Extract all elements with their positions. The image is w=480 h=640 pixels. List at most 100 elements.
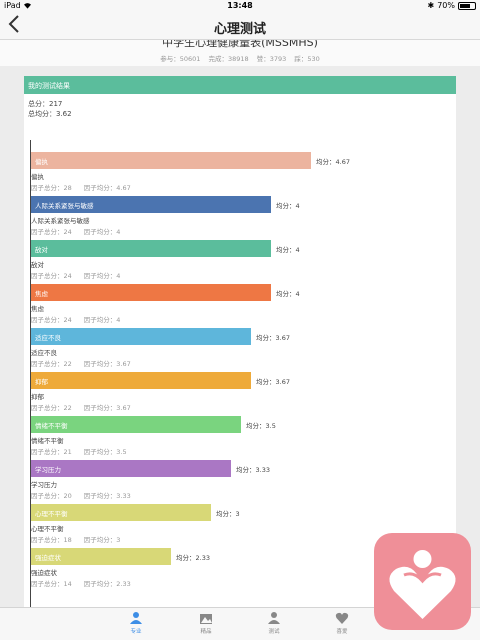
factor-total: 因子总分：21 — [31, 448, 78, 456]
average-value: 3.67 — [275, 378, 290, 386]
factor-row: 学习压力 均分：3.33 学习压力 因子总分：20 因子均分：3.33 — [24, 460, 456, 506]
factor-avg-prefix: 因子均分： — [83, 404, 117, 412]
factor-bar: 敌对 — [31, 240, 271, 257]
factor-total-value: 22 — [63, 404, 72, 412]
factor-total-prefix: 因子总分： — [31, 184, 64, 192]
tab-label: 喜爱 — [336, 629, 348, 635]
factor-average: 因子均分：4.67 — [84, 184, 137, 192]
bar-label: 学习压力 — [35, 466, 61, 474]
factor-detail: 因子总分：24 因子均分：4 — [31, 314, 132, 324]
factor-avg-value: 3 — [116, 536, 121, 544]
factor-avg-prefix: 因子均分： — [83, 536, 117, 544]
factor-detail: 因子总分：22 因子均分：3.67 — [31, 358, 143, 368]
factor-detail: 因子总分：24 因子均分：4 — [31, 226, 132, 236]
factor-total-value: 22 — [63, 360, 72, 368]
factor-average: 因子均分：4 — [84, 272, 127, 280]
factor-avg-prefix: 因子均分： — [83, 316, 117, 324]
bar-label: 抑郁 — [35, 378, 48, 386]
factor-row: 敌对 均分：4 敌对 因子总分：24 因子均分：4 — [24, 240, 456, 286]
bar-label: 情绪不平衡 — [35, 422, 68, 430]
average-value: 3.5 — [265, 422, 276, 430]
floating-heart-button[interactable] — [374, 533, 471, 630]
average-label: 均分：3.5 — [246, 420, 276, 430]
factor-total: 因子总分：28 — [31, 184, 78, 192]
average-prefix: 均分： — [216, 510, 236, 518]
test-stats: 参与：50601 完成：38918 赞：3793 踩：530 — [0, 53, 480, 63]
factor-detail: 因子总分：20 因子均分：3.33 — [31, 490, 143, 500]
tab-featured[interactable]: 精品 — [186, 611, 226, 639]
factor-total: 因子总分：24 — [31, 272, 78, 280]
stat-likes: 赞：3793 — [256, 55, 287, 63]
tab-professional[interactable]: 专业 — [116, 611, 156, 639]
tab-label: 专业 — [130, 629, 142, 635]
factor-total-prefix: 因子总分： — [31, 580, 64, 588]
average-label: 均分：3.33 — [236, 464, 270, 474]
factor-total-value: 24 — [63, 316, 72, 324]
factor-bar: 适应不良 — [31, 328, 251, 345]
factor-total-value: 24 — [63, 272, 72, 280]
average-value: 4 — [295, 290, 300, 298]
factor-average: 因子均分：4 — [84, 316, 127, 324]
factor-avg-prefix: 因子均分： — [83, 492, 117, 500]
bluetooth-icon: ✱ — [427, 1, 435, 10]
factor-detail: 因子总分：28 因子均分：4.67 — [31, 182, 143, 192]
factor-row: 强迫症状 均分：2.33 强迫症状 因子总分：14 因子均分：2.33 — [24, 548, 456, 594]
battery-icon — [458, 1, 476, 10]
chart-axis — [30, 140, 31, 616]
factor-name: 焦虑 — [31, 305, 44, 313]
tab-label: 测试 — [268, 629, 280, 635]
factor-avg-prefix: 因子均分： — [83, 272, 117, 280]
stat-participants: 参与：50601 — [160, 55, 201, 63]
result-card: 我的测试结果 总分：217 总均分：3.62 偏执 均分：4.67 偏执 因子总分：2… — [24, 76, 456, 616]
factor-bar: 心理不平衡 — [31, 504, 211, 521]
factor-detail: 因子总分：24 因子均分：4 — [31, 270, 132, 280]
factor-average: 因子均分：3.5 — [84, 448, 133, 456]
factor-name: 心理不平衡 — [31, 525, 64, 533]
factor-name: 强迫症状 — [31, 569, 57, 577]
status-time: 13:48 — [227, 1, 253, 10]
factor-total: 因子总分：22 — [31, 404, 78, 412]
average-prefix: 均分： — [256, 334, 276, 342]
factor-avg-value: 4 — [116, 316, 121, 324]
average-prefix: 均分： — [276, 290, 296, 298]
factor-total-value: 14 — [63, 580, 72, 588]
average-value: 3 — [235, 510, 240, 518]
factor-detail: 因子总分：18 因子均分：3 — [31, 534, 132, 544]
bar-label: 强迫症状 — [35, 554, 61, 562]
factor-total: 因子总分：18 — [31, 536, 78, 544]
factor-avg-prefix: 因子均分： — [83, 228, 117, 236]
tab-favorites[interactable]: 喜爱 — [322, 611, 362, 639]
back-button[interactable] — [8, 14, 26, 38]
bar-label: 心理不平衡 — [35, 510, 68, 518]
factor-bar: 抑郁 — [31, 372, 251, 389]
factor-bar: 人际关系紧张与敏感 — [31, 196, 271, 213]
average-value: 2.33 — [195, 554, 210, 562]
status-right: ✱ 70% — [428, 1, 476, 10]
factor-bar: 学习压力 — [31, 460, 231, 477]
factor-bar: 偏执 — [31, 152, 311, 169]
factor-bar: 强迫症状 — [31, 548, 171, 565]
average-label: 均分：4 — [276, 200, 300, 210]
factor-total-prefix: 因子总分： — [31, 360, 64, 368]
average-prefix: 均分： — [276, 202, 296, 210]
factor-total-prefix: 因子总分： — [31, 536, 64, 544]
factor-total-prefix: 因子总分： — [31, 492, 64, 500]
factor-row: 心理不平衡 均分：3 心理不平衡 因子总分：18 因子均分：3 — [24, 504, 456, 550]
average-label: 均分：3.67 — [256, 376, 290, 386]
average-label: 均分：3.67 — [256, 332, 290, 342]
scenery-icon — [200, 614, 212, 624]
tab-test[interactable]: 测试 — [254, 611, 294, 639]
average-prefix: 均分： — [256, 378, 276, 386]
factor-total-prefix: 因子总分： — [31, 228, 64, 236]
factor-avg-prefix: 因子均分： — [83, 184, 117, 192]
battery-percent: 70% — [437, 1, 455, 10]
status-left: iPad — [4, 1, 32, 10]
device-name: iPad — [4, 1, 21, 10]
factor-total: 因子总分：24 — [31, 228, 78, 236]
average-prefix: 均分： — [316, 158, 336, 166]
factor-avg-value: 3.33 — [116, 492, 131, 500]
factor-average: 因子均分：3.67 — [84, 404, 137, 412]
average-label: 均分：2.33 — [176, 552, 210, 562]
factor-avg-prefix: 因子均分： — [83, 360, 117, 368]
average-prefix: 均分： — [246, 422, 266, 430]
